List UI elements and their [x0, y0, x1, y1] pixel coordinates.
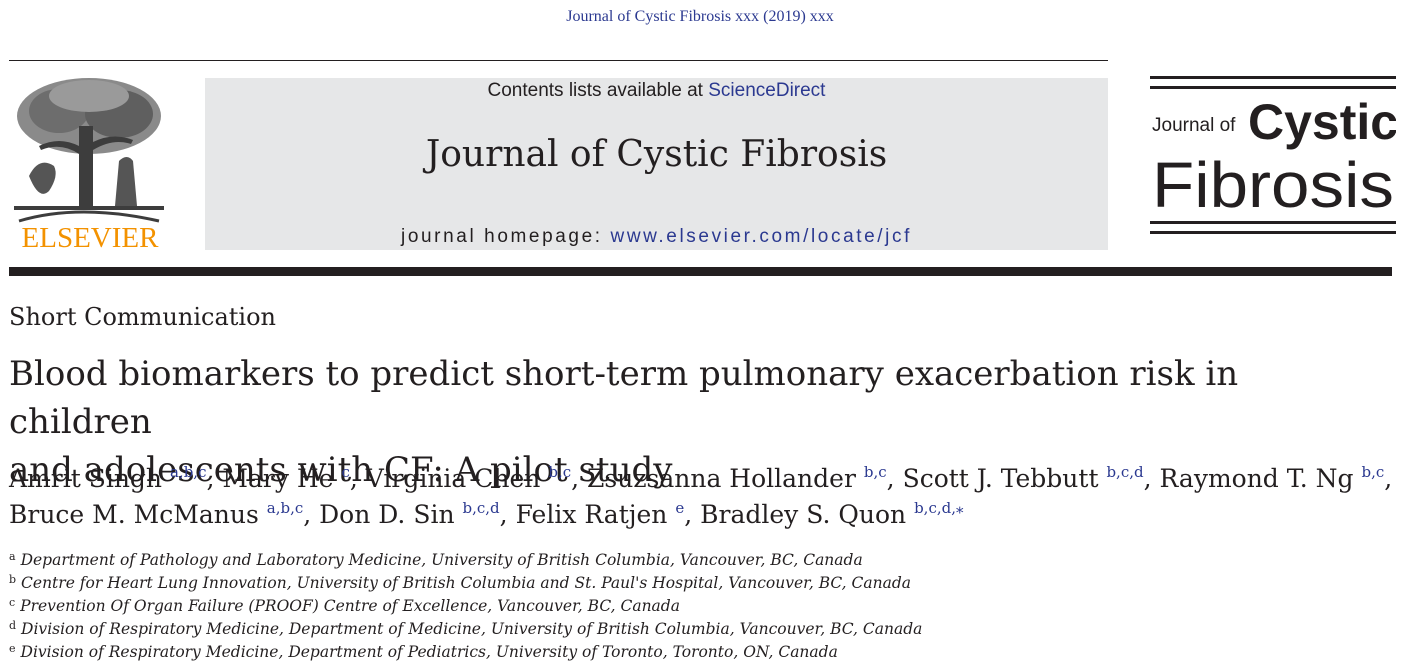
top-divider — [9, 60, 1108, 61]
author-separator: , — [349, 464, 366, 493]
author[interactable]: Virginia Chen b,c — [366, 464, 571, 493]
jcf-logo[interactable]: Journal of Cystic Fibrosis — [1150, 76, 1398, 238]
article-type: Short Communication — [9, 303, 276, 331]
author-separator: , — [499, 500, 516, 529]
author-separator: , — [1384, 464, 1393, 493]
affiliation-text: Department of Pathology and Laboratory M… — [20, 551, 863, 569]
author-separator: , — [1143, 464, 1160, 493]
author-list: Amrit Singh a,b,c, Mary He c, Virginia C… — [9, 461, 1404, 533]
jcf-logo-fibrosis: Fibrosis — [1152, 149, 1394, 221]
affiliation-item: c Prevention Of Organ Failure (PROOF) Cen… — [9, 595, 1399, 618]
author-name: Virginia Chen — [365, 464, 541, 493]
author-affiliation-ref[interactable]: b,c — [548, 463, 572, 481]
author-separator: , — [206, 464, 223, 493]
contents-line: Contents lists available at ScienceDirec… — [205, 80, 1108, 102]
affiliation-list: a Department of Pathology and Laboratory … — [9, 549, 1399, 664]
author-name: Mary He — [222, 464, 334, 493]
author-name: Scott J. Tebbutt — [902, 464, 1099, 493]
author-affiliation-ref[interactable]: b,c,d — [1106, 463, 1144, 481]
author[interactable]: Raymond T. Ng b,c — [1160, 464, 1385, 493]
author-affiliation-ref[interactable]: a,b,c — [266, 499, 304, 517]
author-affiliation-ref[interactable]: b,c — [1361, 463, 1385, 481]
author-name: Bradley S. Quon — [700, 500, 907, 529]
affiliation-item: b Centre for Heart Lung Innovation, Unive… — [9, 572, 1399, 595]
author-name: Don D. Sin — [319, 500, 455, 529]
author-name: Zsuzsanna Hollander — [587, 464, 856, 493]
elsevier-logo[interactable] — [9, 76, 169, 254]
contents-prefix: Contents lists available at — [487, 80, 709, 101]
author-affiliation-ref[interactable]: a,b,c — [169, 463, 207, 481]
author[interactable]: Felix Ratjen e — [516, 500, 685, 529]
journal-title: Journal of Cystic Fibrosis — [425, 134, 888, 175]
homepage-line: journal homepage: www.elsevier.com/locat… — [205, 226, 1108, 248]
author-affiliation-ref[interactable]: b,c,d,⁎ — [914, 499, 964, 517]
affiliation-item: a Department of Pathology and Laboratory … — [9, 549, 1399, 572]
jcf-logo-small-text: Journal of — [1152, 115, 1236, 136]
affiliation-label: e — [9, 642, 16, 655]
article-title-line-1: Blood biomarkers to predict short-term p… — [9, 354, 1239, 442]
author-name: Raymond T. Ng — [1159, 464, 1354, 493]
affiliation-label: b — [9, 573, 17, 586]
author-separator: , — [303, 500, 320, 529]
author[interactable]: Bruce M. McManus a,b,c — [9, 500, 303, 529]
affiliation-item: e Division of Respiratory Medicine, Depar… — [9, 641, 1399, 664]
author[interactable]: Amrit Singh a,b,c — [9, 464, 206, 493]
article-title-line-2: and adolescents with CF: A pilot study — [9, 450, 673, 490]
header-divider — [9, 267, 1392, 276]
affiliation-text: Division of Respiratory Medicine, Depart… — [21, 620, 923, 638]
elsevier-wordmark: ELSEVIER — [21, 222, 159, 254]
author[interactable]: Bradley S. Quon b,c,d,⁎ — [700, 500, 963, 529]
homepage-prefix: journal homepage: — [401, 226, 611, 247]
affiliation-text: Division of Respiratory Medicine, Depart… — [20, 643, 838, 661]
author-affiliation-ref[interactable]: c — [341, 463, 350, 481]
homepage-link[interactable]: www.elsevier.com/locate/jcf — [610, 226, 912, 247]
running-head[interactable]: Journal of Cystic Fibrosis xxx (2019) xx… — [566, 8, 834, 25]
jcf-logo-cystic: Cystic — [1248, 94, 1396, 150]
author-affiliation-ref[interactable]: e — [675, 499, 685, 517]
affiliation-text: Prevention Of Organ Failure (PROOF) Cent… — [20, 597, 680, 615]
journal-banner: Contents lists available at ScienceDirec… — [205, 78, 1108, 250]
author[interactable]: Zsuzsanna Hollander b,c — [587, 464, 887, 493]
elsevier-tree-icon — [14, 78, 164, 223]
article-title: Blood biomarkers to predict short-term p… — [9, 350, 1389, 494]
affiliation-label: c — [9, 596, 16, 609]
sciencedirect-link[interactable]: ScienceDirect — [708, 80, 826, 101]
author[interactable]: Mary He c — [222, 464, 349, 493]
affiliation-item: d Division of Respiratory Medicine, Depar… — [9, 618, 1399, 641]
author-name: Amrit Singh — [9, 464, 163, 493]
author-name: Felix Ratjen — [515, 500, 668, 529]
author[interactable]: Don D. Sin b,c,d — [319, 500, 500, 529]
author[interactable]: Scott J. Tebbutt b,c,d — [903, 464, 1144, 493]
author-separator: , — [571, 464, 588, 493]
affiliation-label: d — [9, 619, 17, 632]
author-affiliation-ref[interactable]: b,c,d — [462, 499, 500, 517]
author-name: Bruce M. McManus — [9, 500, 259, 529]
affiliation-text: Centre for Heart Lung Innovation, Univer… — [21, 574, 912, 592]
affiliation-label: a — [9, 550, 16, 563]
author-separator: , — [684, 500, 701, 529]
jcf-logo-graphic: Journal of Cystic Fibrosis — [1150, 76, 1398, 234]
author-separator: , — [886, 464, 903, 493]
author-affiliation-ref[interactable]: b,c — [863, 463, 887, 481]
